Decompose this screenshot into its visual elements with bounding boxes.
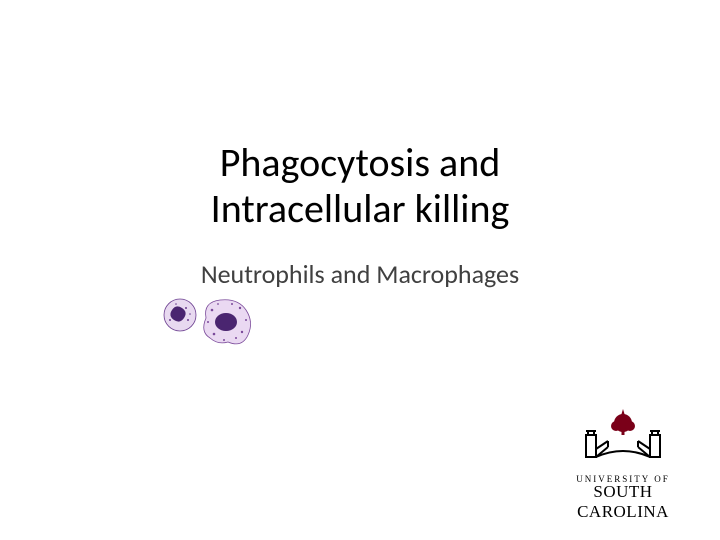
slide-container: Phagocytosis and Intracellular killing N… — [0, 0, 720, 540]
title-block: Phagocytosis and Intracellular killing — [0, 140, 720, 232]
macrophage-icon — [204, 300, 251, 344]
logo-text: UNIVERSITY OF SOUTH CAROLINA — [548, 474, 698, 522]
title-line-2: Intracellular killing — [0, 186, 720, 232]
logo-crest-icon — [548, 405, 698, 465]
logo-large-text: SOUTH CAROLINA — [548, 482, 698, 522]
cells-svg — [158, 290, 278, 350]
neutrophil-icon — [164, 299, 196, 331]
university-logo: UNIVERSITY OF SOUTH CAROLINA — [548, 405, 698, 522]
title-line-1: Phagocytosis and — [0, 140, 720, 186]
subtitle-block: Neutrophils and Macrophages — [0, 258, 720, 290]
subtitle-text: Neutrophils and Macrophages — [0, 258, 720, 290]
cell-illustrations — [158, 290, 278, 350]
